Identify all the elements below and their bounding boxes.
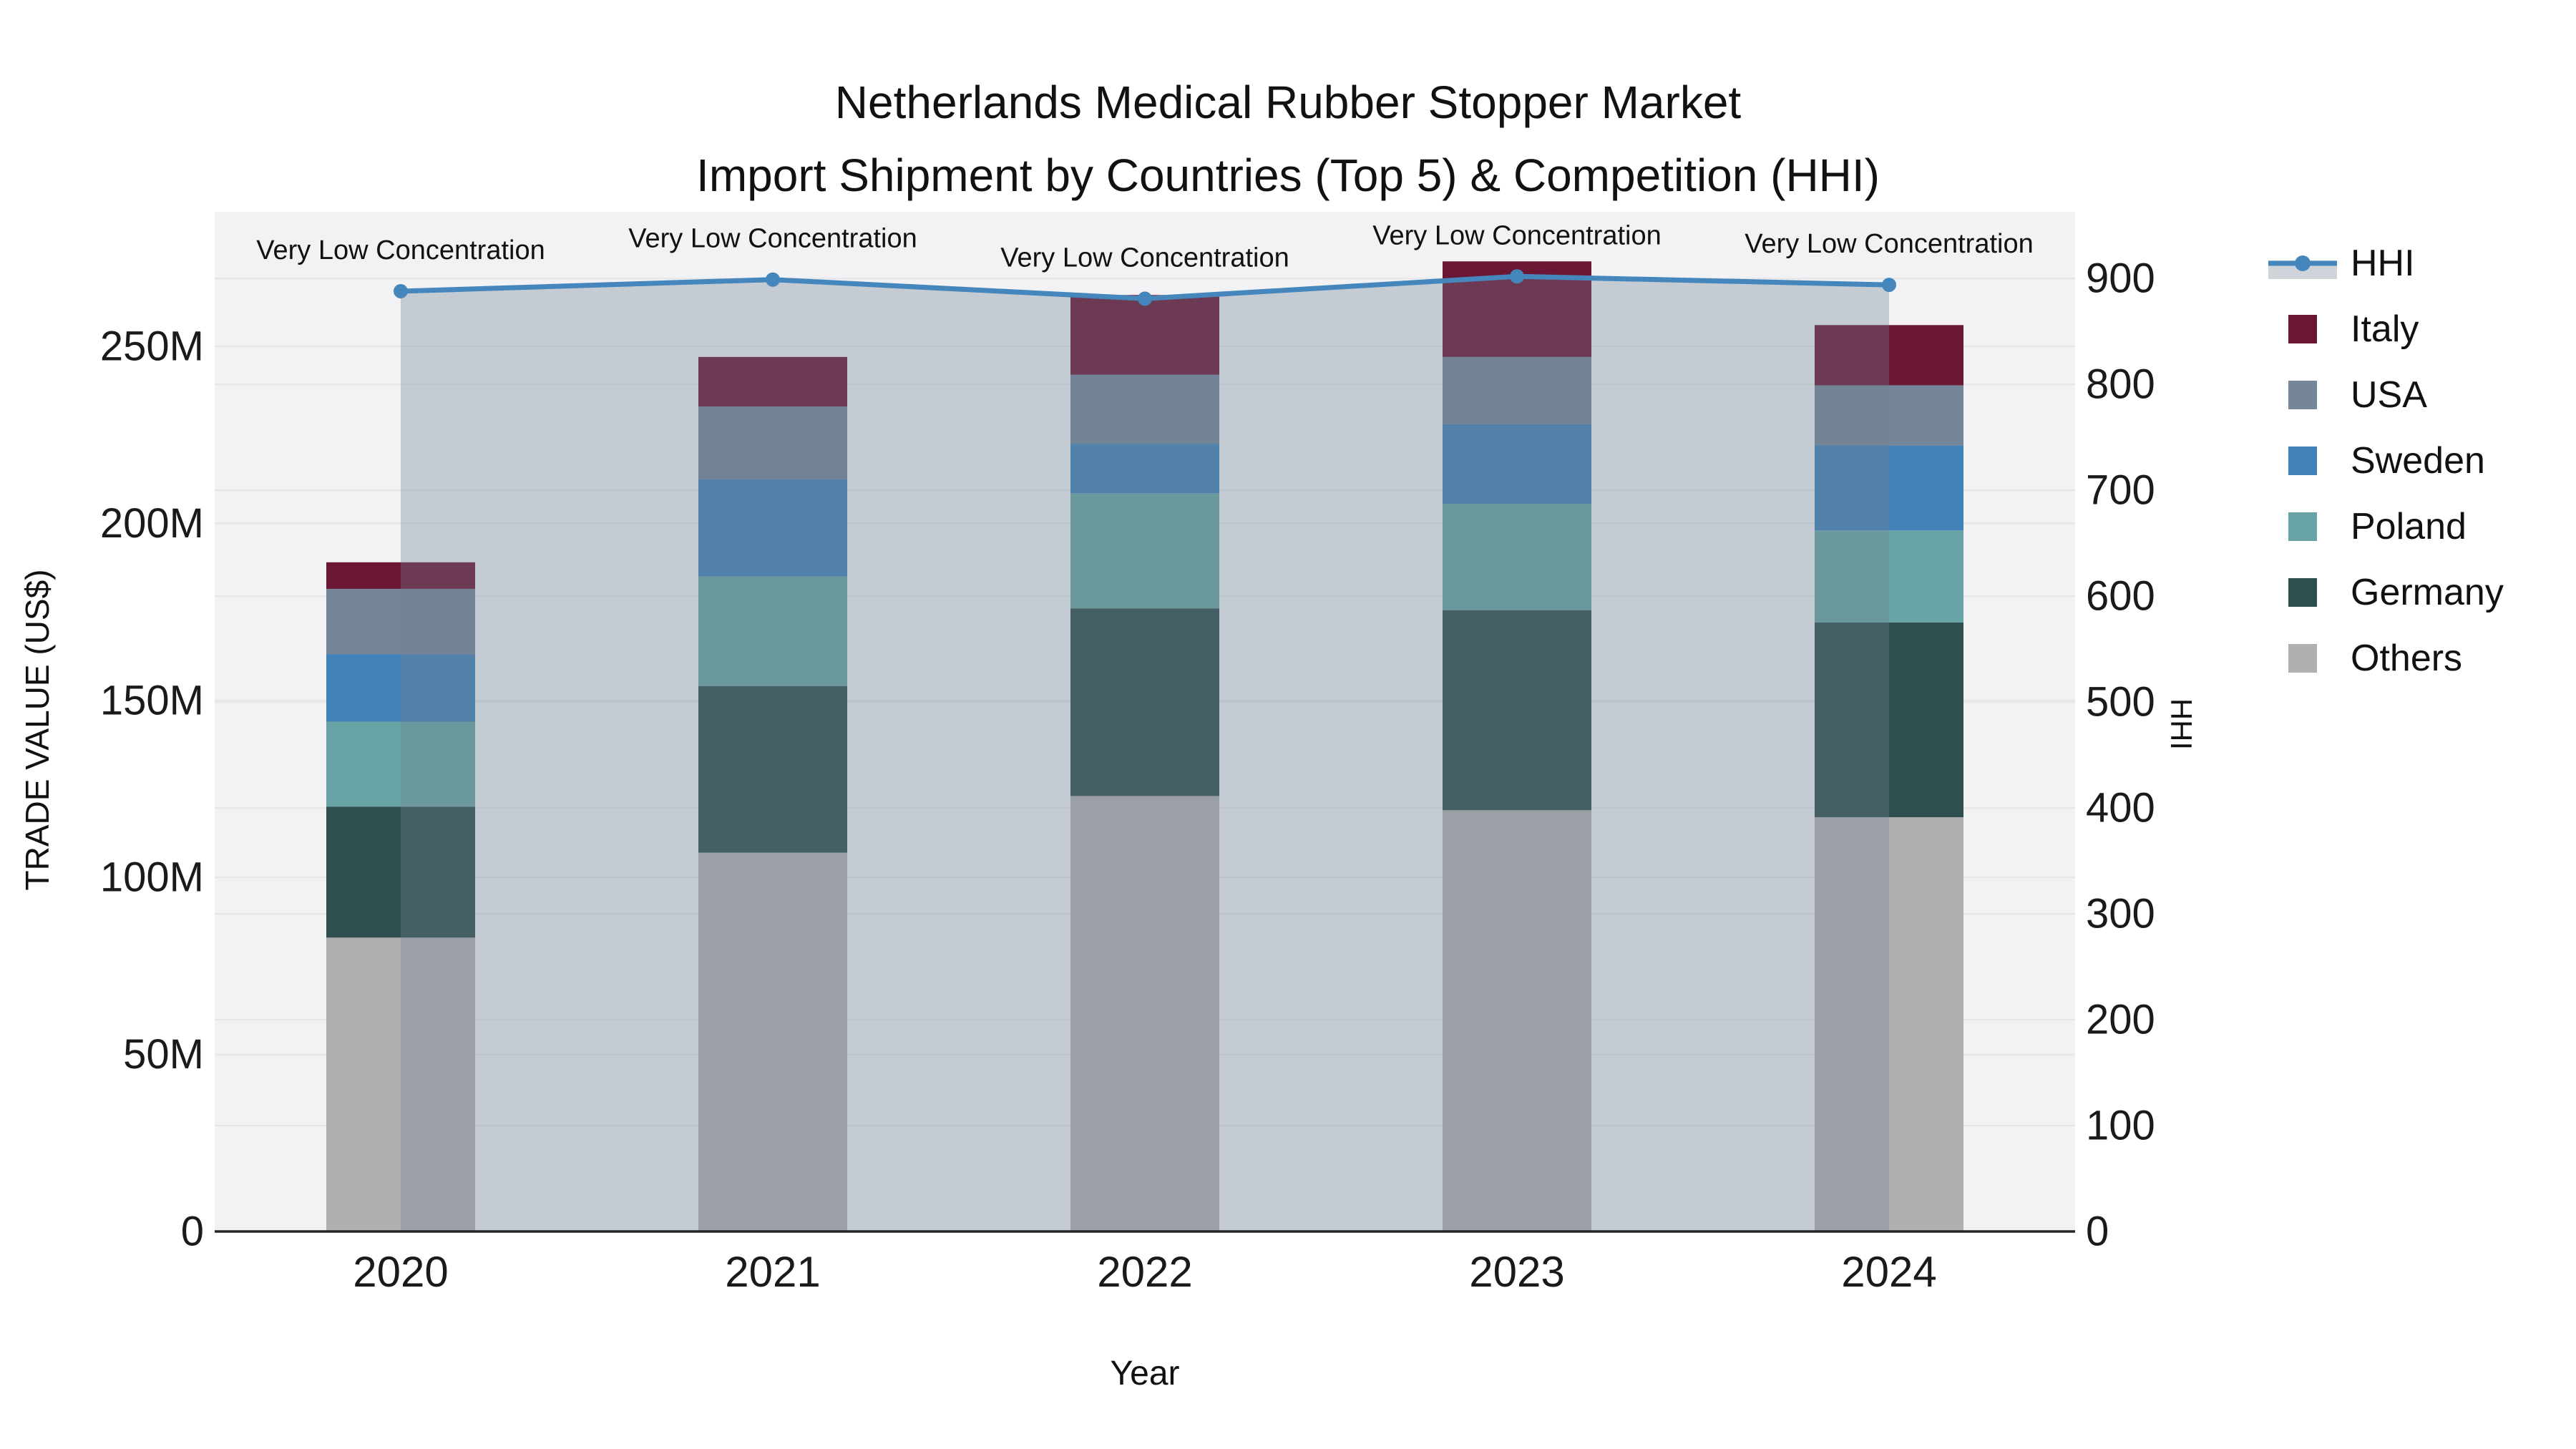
bar-segment-poland-2020[interactable] xyxy=(326,721,475,807)
y2-tick-label: 200 xyxy=(2086,997,2155,1043)
bar-segment-poland-2023[interactable] xyxy=(1443,504,1591,610)
legend-swatch-others xyxy=(2288,644,2317,673)
legend-label-poland: Poland xyxy=(2351,506,2467,547)
bar-segment-others-2020[interactable] xyxy=(326,937,475,1231)
y2-tick-label: 700 xyxy=(2086,467,2155,514)
y-tick-label: 0 xyxy=(181,1209,204,1255)
y2-tick-label: 400 xyxy=(2086,785,2155,831)
legend-label-others: Others xyxy=(2351,638,2462,679)
bar-segment-poland-2022[interactable] xyxy=(1070,493,1219,609)
bar-segment-germany-2021[interactable] xyxy=(698,686,847,853)
bar-segment-italy-2024[interactable] xyxy=(1815,325,1963,386)
legend-label-germany: Germany xyxy=(2351,572,2504,613)
bar-segment-germany-2024[interactable] xyxy=(1815,622,1963,818)
x-tick-label-2020: 2020 xyxy=(353,1248,448,1296)
bar-segment-others-2024[interactable] xyxy=(1815,817,1963,1231)
legend-swatch-sweden xyxy=(2288,447,2317,475)
y-tick-label: 250M xyxy=(100,323,204,370)
legend-item-sweden[interactable]: Sweden xyxy=(2288,440,2485,482)
chart-title-line2: Import Shipment by Countries (Top 5) & C… xyxy=(696,150,1880,201)
hhi-marker-2021[interactable] xyxy=(766,272,780,287)
legend-swatch-germany xyxy=(2288,578,2317,607)
y-tick-label: 200M xyxy=(100,500,204,547)
legend-label-hhi: HHI xyxy=(2351,243,2415,284)
y2-tick-label: 600 xyxy=(2086,573,2155,620)
bar-segment-usa-2020[interactable] xyxy=(326,588,475,655)
legend-label-sweden: Sweden xyxy=(2351,440,2485,482)
legend-item-germany[interactable]: Germany xyxy=(2288,572,2504,613)
chart-title: Netherlands Medical Rubber Stopper Marke… xyxy=(0,66,2576,212)
hhi-annotation-2023: Very Low Concentration xyxy=(1372,220,1661,250)
legend-label-italy: Italy xyxy=(2351,308,2419,350)
y-tick-label: 150M xyxy=(100,677,204,723)
legend-item-italy[interactable]: Italy xyxy=(2288,308,2419,350)
legend-item-hhi[interactable]: HHI xyxy=(2268,243,2415,284)
bar-segment-others-2022[interactable] xyxy=(1070,796,1219,1231)
bar-segment-germany-2020[interactable] xyxy=(326,806,475,938)
x-tick-label-2023: 2023 xyxy=(1469,1248,1564,1296)
y2-tick-label: 100 xyxy=(2086,1103,2155,1149)
hhi-marker-2020[interactable] xyxy=(394,283,408,298)
legend-hhi-marker xyxy=(2295,255,2311,271)
x-tick-label-2021: 2021 xyxy=(725,1248,820,1296)
bar-segment-poland-2024[interactable] xyxy=(1815,530,1963,623)
legend-label-usa: USA xyxy=(2351,374,2427,416)
y2-tick-label: 0 xyxy=(2086,1209,2109,1255)
y-tick-label: 50M xyxy=(123,1031,204,1078)
bar-segment-sweden-2021[interactable] xyxy=(698,479,847,577)
x-axis-title: Year xyxy=(1110,1355,1180,1392)
bar-segment-sweden-2020[interactable] xyxy=(326,654,475,722)
hhi-marker-2023[interactable] xyxy=(1510,269,1524,284)
y2-tick-label: 900 xyxy=(2086,255,2155,302)
hhi-marker-2024[interactable] xyxy=(1882,278,1896,293)
y-axis-title: TRADE VALUE (US$) xyxy=(19,569,56,891)
bar-segment-italy-2022[interactable] xyxy=(1070,295,1219,375)
legend-swatch-italy xyxy=(2288,315,2317,343)
bar-segment-germany-2022[interactable] xyxy=(1070,608,1219,796)
bar-segment-usa-2024[interactable] xyxy=(1815,385,1963,446)
bar-segment-italy-2020[interactable] xyxy=(326,562,475,589)
hhi-annotation-2024: Very Low Concentration xyxy=(1745,229,2033,259)
y2-tick-label: 800 xyxy=(2086,361,2155,408)
hhi-annotation-2022: Very Low Concentration xyxy=(1000,243,1289,273)
x-tick-label-2022: 2022 xyxy=(1097,1248,1192,1296)
x-tick-label-2024: 2024 xyxy=(1841,1248,1936,1296)
chart-title-line1: Netherlands Medical Rubber Stopper Marke… xyxy=(834,77,1742,128)
bar-segment-poland-2021[interactable] xyxy=(698,576,847,687)
y2-tick-label: 300 xyxy=(2086,891,2155,937)
hhi-annotation-2020: Very Low Concentration xyxy=(256,235,545,265)
bar-segment-usa-2023[interactable] xyxy=(1443,356,1591,424)
bar-segment-sweden-2024[interactable] xyxy=(1815,445,1963,531)
legend-swatch-usa xyxy=(2288,381,2317,409)
bar-segment-italy-2021[interactable] xyxy=(698,356,847,407)
hhi-marker-2022[interactable] xyxy=(1138,291,1152,306)
bar-segment-usa-2021[interactable] xyxy=(698,406,847,479)
bar-segment-others-2021[interactable] xyxy=(698,852,847,1231)
legend-item-usa[interactable]: USA xyxy=(2288,374,2427,416)
bar-segment-usa-2022[interactable] xyxy=(1070,374,1219,444)
legend-item-others[interactable]: Others xyxy=(2288,638,2462,679)
legend-swatch-poland xyxy=(2288,512,2317,541)
legend-item-poland[interactable]: Poland xyxy=(2288,506,2467,547)
y-tick-label: 100M xyxy=(100,854,204,901)
y2-tick-label: 500 xyxy=(2086,679,2155,726)
bar-segment-others-2023[interactable] xyxy=(1443,810,1591,1231)
hhi-area xyxy=(401,276,1889,1232)
bar-segment-sweden-2022[interactable] xyxy=(1070,444,1219,494)
y2-axis-title: HHI xyxy=(2165,698,2198,751)
bar-segment-sweden-2023[interactable] xyxy=(1443,424,1591,504)
hhi-annotation-2021: Very Low Concentration xyxy=(628,224,917,254)
bar-segment-germany-2023[interactable] xyxy=(1443,610,1591,811)
